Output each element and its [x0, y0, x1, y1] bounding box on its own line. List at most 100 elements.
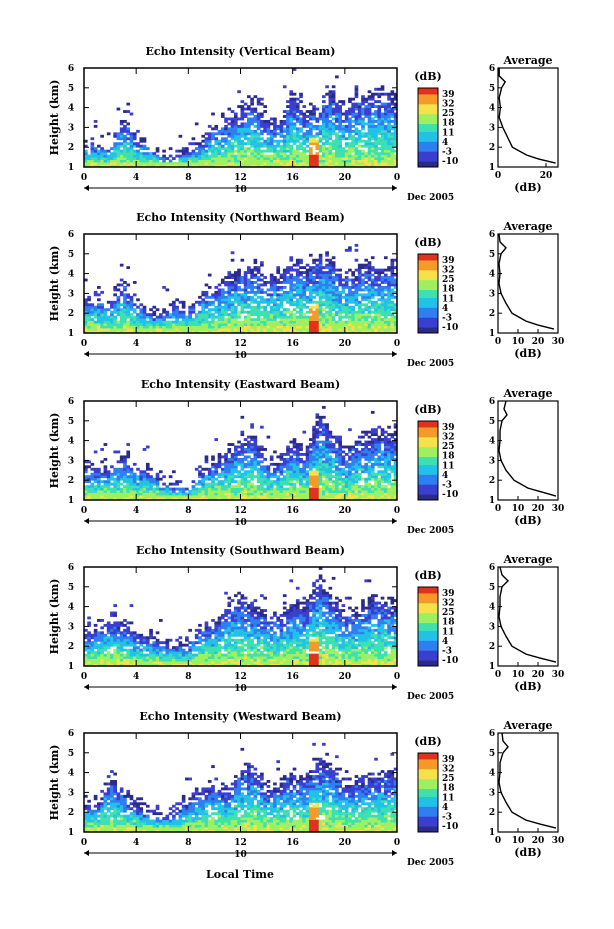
heatmap-cell [220, 480, 225, 484]
heatmap-cell [90, 328, 95, 331]
heatmap-cell [338, 129, 342, 133]
heatmap-cell [338, 315, 342, 319]
heatmap-cell [380, 293, 385, 297]
heatmap-cell [256, 149, 261, 153]
heatmap-cell [227, 313, 232, 317]
heatmap-cell [237, 293, 241, 297]
heatmap-cell [299, 159, 303, 163]
heatmap-cell [312, 117, 316, 121]
heatmap-cell [344, 460, 349, 464]
heatmap-cell [126, 465, 131, 469]
heatmap-cell [217, 132, 222, 136]
heatmap-cell [172, 470, 176, 474]
heatmap-cell [289, 129, 294, 133]
heatmap-cell [282, 328, 287, 331]
heatmap-cell [325, 318, 329, 322]
heatmap-cell [341, 482, 346, 486]
heatmap-cell [295, 159, 300, 163]
heatmap-cell [145, 328, 150, 331]
heatmap-cell [214, 323, 219, 326]
heatmap-cell [318, 430, 323, 434]
heatmap-cell [149, 154, 153, 158]
heatmap-cell [247, 448, 251, 451]
heatmap-cell [354, 85, 359, 89]
heatmap-cell [181, 157, 186, 160]
heatmap-cell [181, 164, 186, 168]
heatmap-cell [273, 323, 277, 326]
heatmap-cell [364, 164, 369, 168]
heatmap-cell [370, 105, 375, 109]
heatmap-cell [273, 470, 277, 474]
heatmap-cell [318, 149, 323, 153]
heatmap-cell [260, 119, 264, 123]
heatmap-cell [149, 320, 153, 324]
heatmap-cell [338, 308, 342, 312]
heatmap-cell [370, 450, 375, 454]
heatmap-cell [393, 144, 398, 148]
heatmap-cell [289, 318, 294, 322]
heatmap-cell [178, 330, 183, 334]
heatmap-cell [158, 157, 163, 160]
heatmap-cell [247, 266, 251, 270]
heatmap-cell [269, 310, 274, 314]
heatmap-cell [220, 310, 225, 314]
heatmap-cell [123, 164, 127, 168]
heatmap-cell [237, 482, 241, 486]
average-y-tick-label: 1 [489, 163, 495, 173]
heatmap-cell [289, 134, 294, 138]
heatmap-cell [328, 112, 333, 116]
heatmap-cell [302, 159, 307, 163]
heatmap-cell [370, 472, 375, 476]
heatmap-cell [90, 152, 95, 156]
heatmap-cell [328, 164, 333, 168]
heatmap-cell [240, 303, 245, 307]
heatmap-cell [367, 308, 372, 312]
heatmap-cell [207, 490, 212, 493]
heatmap-cell [341, 325, 346, 329]
heatmap-cell [328, 92, 333, 96]
heatmap-cell [207, 303, 212, 307]
heatmap-cell [377, 142, 382, 146]
heatmap-cell [103, 154, 108, 158]
heatmap-cell [233, 122, 238, 126]
heatmap-cell [286, 147, 290, 151]
heatmap-cell [390, 278, 395, 282]
heatmap-cell [149, 162, 153, 165]
heatmap-cell [155, 159, 160, 163]
heatmap-cell [136, 164, 140, 168]
heatmap-cell [126, 443, 131, 446]
heatmap-cell [335, 450, 339, 454]
heatmap-cell [325, 495, 329, 498]
heatmap-cell [292, 477, 297, 481]
heatmap-cell [227, 482, 232, 486]
heatmap-cell [191, 154, 196, 158]
heatmap-cell [240, 100, 245, 104]
heatmap-cell [103, 485, 108, 489]
heatmap-cell [220, 144, 225, 148]
heatmap-cell [344, 475, 349, 479]
heatmap-cell [292, 475, 297, 479]
heatmap-cell [227, 129, 232, 133]
heatmap-cell [364, 271, 369, 275]
heatmap-cell [383, 149, 388, 153]
average-x-axis-title: (dB) [514, 347, 541, 360]
heatmap-cell [230, 490, 235, 493]
heatmap-cell [227, 462, 232, 466]
heatmap-cell [191, 310, 196, 314]
heatmap-cell [139, 487, 144, 491]
heatmap-cell [377, 325, 382, 329]
heatmap-cell [233, 283, 238, 287]
heatmap-cell [123, 124, 127, 128]
heatmap-cell [263, 300, 267, 304]
heatmap-cell [354, 290, 359, 294]
heatmap-cell [247, 164, 251, 168]
heatmap-cell [119, 487, 124, 491]
heatmap-cell [136, 477, 140, 481]
heatmap-cell [253, 330, 258, 334]
heatmap-cell [312, 435, 316, 439]
heatmap-cell [168, 323, 173, 326]
heatmap-cell [289, 162, 294, 165]
heatmap-cell [377, 271, 382, 275]
heatmap-cell [211, 470, 215, 474]
heatmap-cell [282, 110, 287, 113]
